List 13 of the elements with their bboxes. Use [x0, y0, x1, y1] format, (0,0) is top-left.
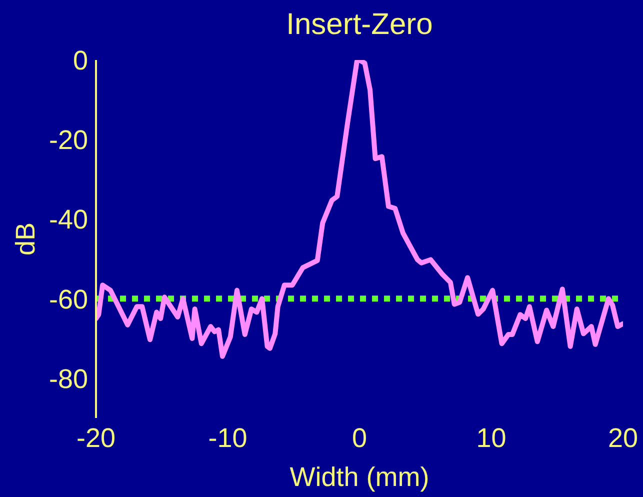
x-tick-label: -10	[208, 423, 248, 454]
y-tick-label: 0	[72, 46, 88, 76]
chart-title: Insert-Zero	[285, 8, 434, 42]
x-tick-label: -20	[76, 423, 116, 454]
y-tick-label: -80	[48, 364, 88, 394]
y-tick-label: -20	[48, 125, 88, 156]
y-tick-label: -40	[48, 204, 88, 235]
x-axis-title: Width (mm)	[288, 462, 430, 493]
y-axis-title: dB	[10, 222, 42, 256]
x-tick-label: 0	[352, 423, 368, 454]
x-tick-label: 20	[608, 423, 638, 454]
y-tick-label: -60	[48, 284, 88, 314]
x-tick-label: 10	[476, 423, 506, 454]
